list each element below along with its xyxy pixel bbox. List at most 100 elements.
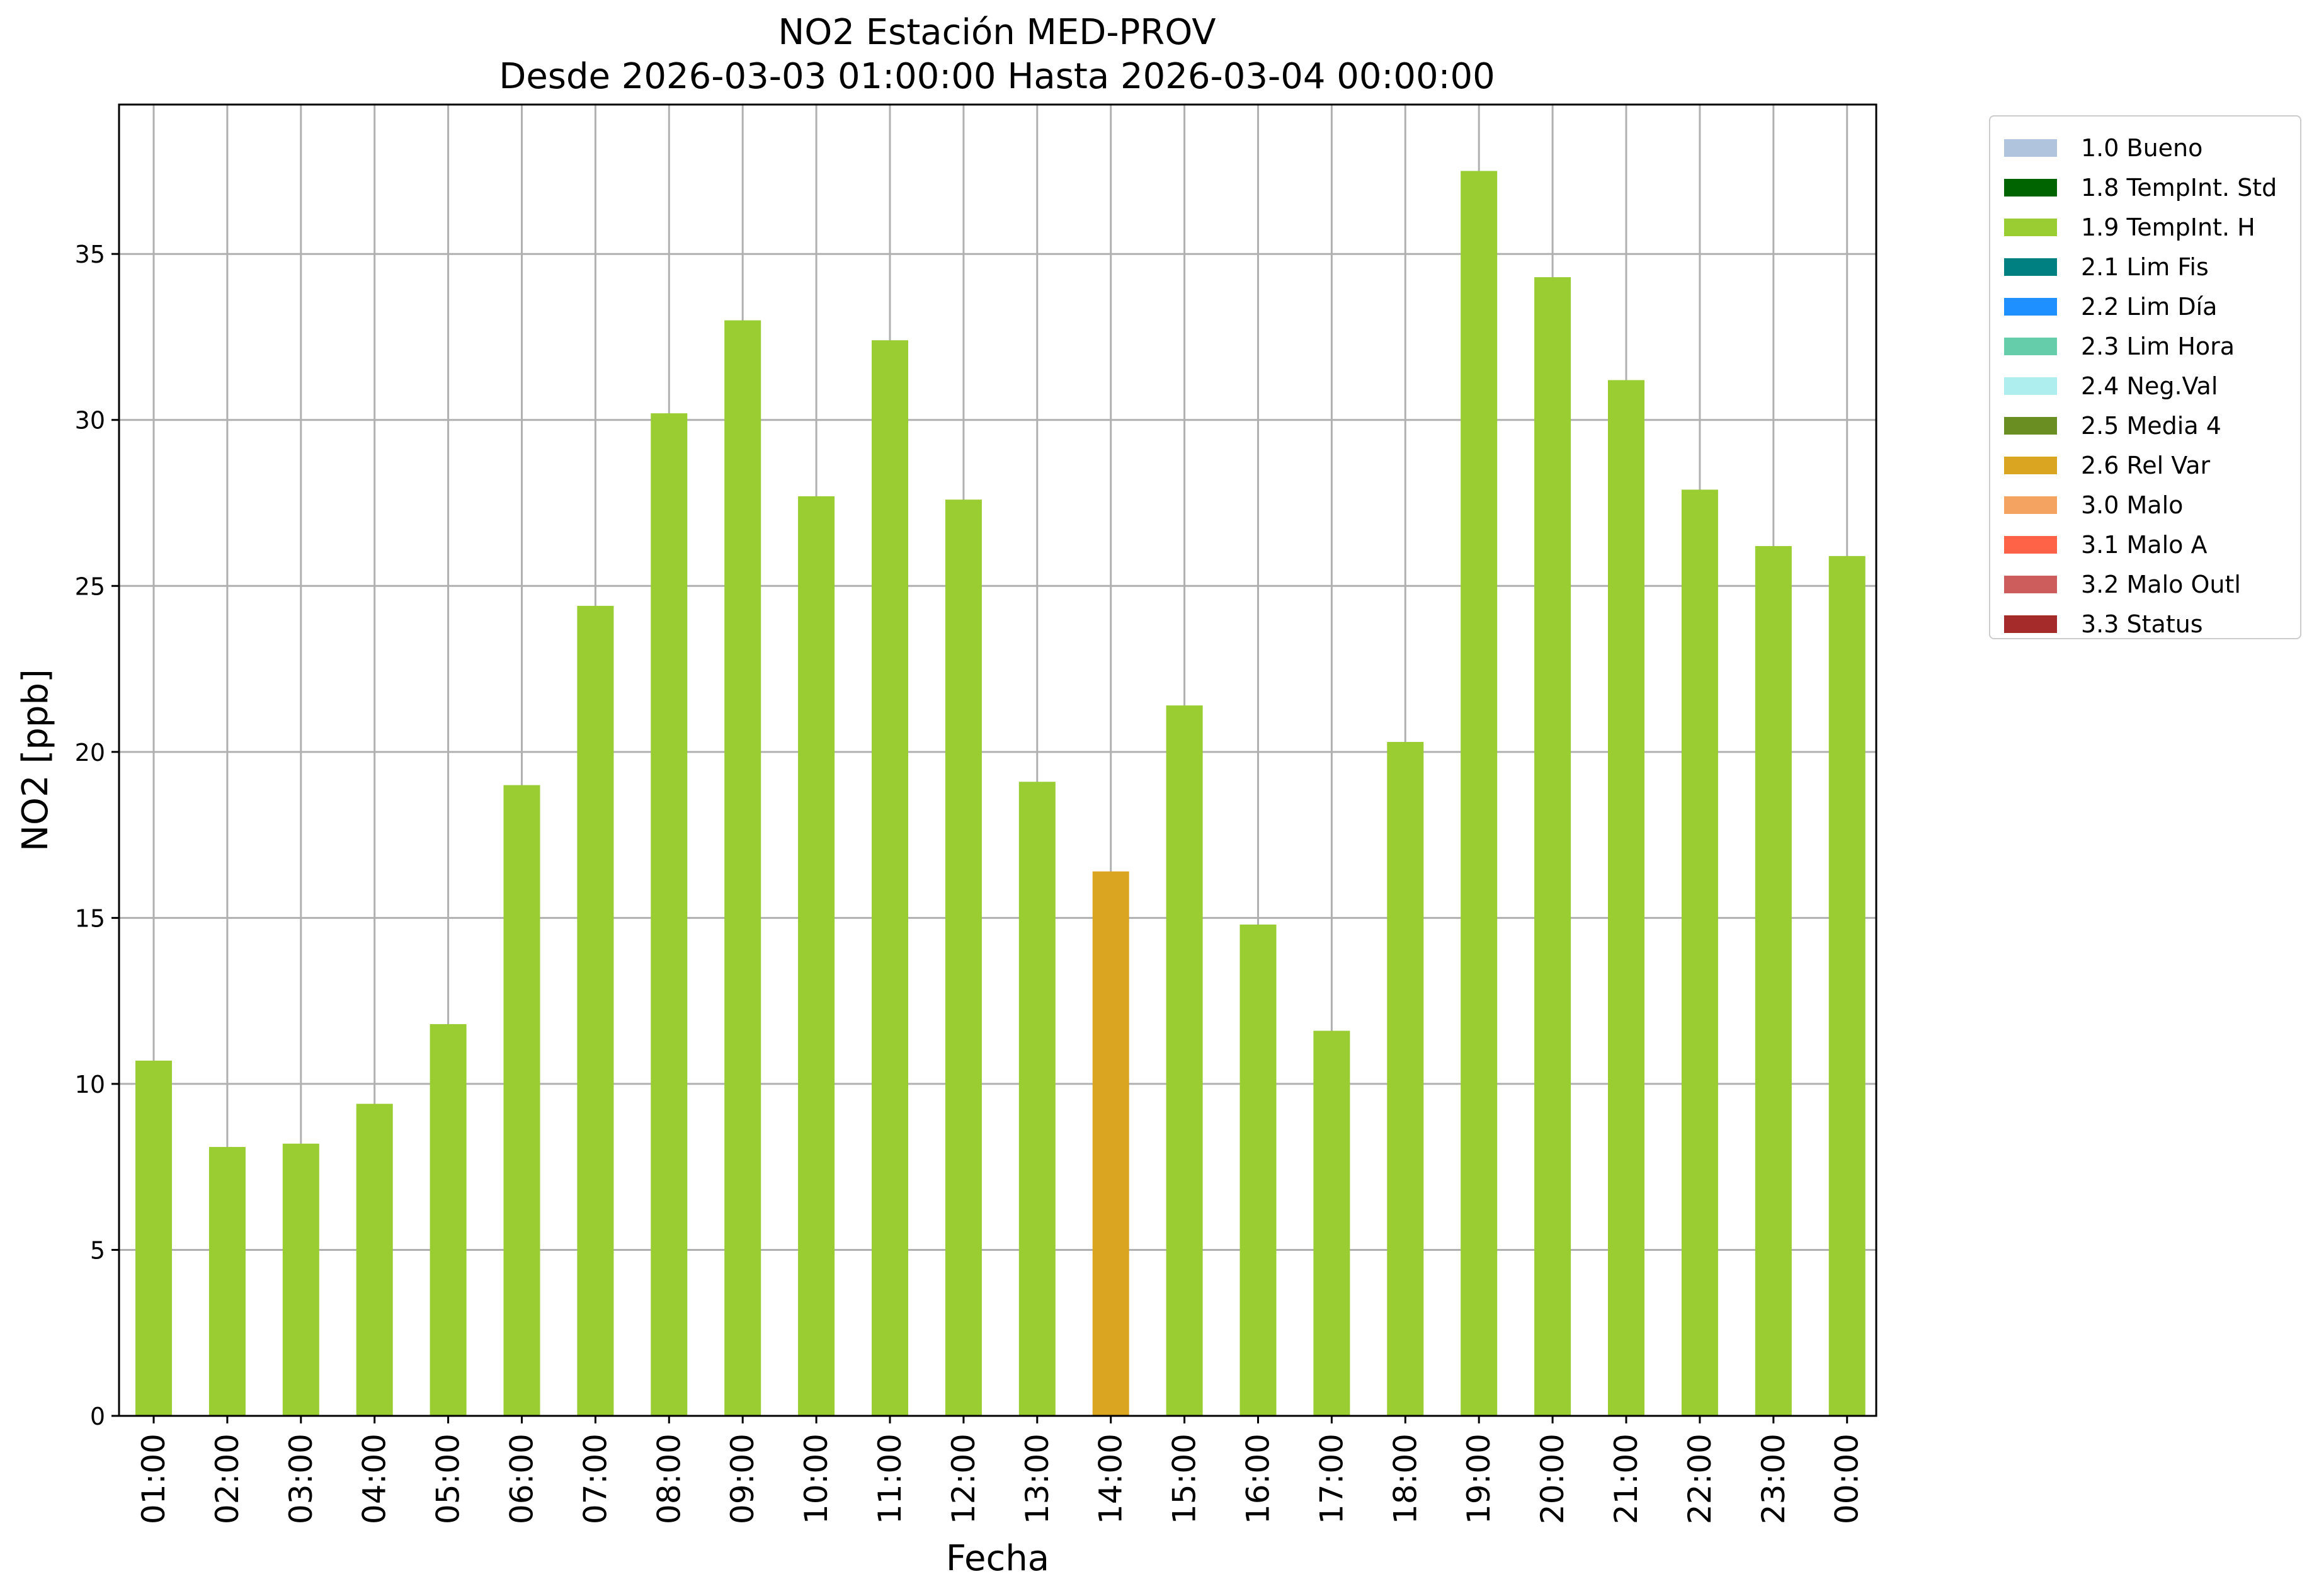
bar-1700 <box>1313 1030 1350 1416</box>
legend-item: 3.3 Status <box>1998 604 2300 644</box>
bar-1000 <box>798 496 835 1416</box>
x-tick-label: 11:00 <box>872 1434 908 1524</box>
legend-label: 2.4 Neg.Val <box>2081 372 2218 400</box>
bar-2100 <box>1608 380 1644 1416</box>
legend-item: 2.1 Lim Fis <box>1998 247 2300 287</box>
bar-0400 <box>356 1103 393 1416</box>
y-tick-label: 0 <box>90 1403 105 1430</box>
legend-item: 3.0 Malo <box>1998 485 2300 525</box>
x-tick-label: 05:00 <box>430 1434 467 1524</box>
legend-label: 1.8 TempInt. Std <box>2081 173 2277 202</box>
x-tick-label: 16:00 <box>1240 1434 1277 1524</box>
plot-frame <box>118 103 1877 1417</box>
legend-label: 2.3 Lim Hora <box>2081 332 2235 360</box>
bar-0100 <box>135 1061 172 1416</box>
bar-2300 <box>1755 546 1792 1416</box>
bar-1600 <box>1239 924 1277 1416</box>
x-tick-label: 22:00 <box>1682 1434 1718 1524</box>
x-tick-label: 12:00 <box>945 1434 982 1524</box>
chart-title: NO2 Estación MED-PROV <box>778 12 1216 53</box>
y-tick-label: 5 <box>90 1236 105 1264</box>
bar-0500 <box>430 1024 467 1416</box>
legend-swatch <box>2004 377 2057 395</box>
bar-0600 <box>503 785 540 1416</box>
y-tick-label: 30 <box>75 407 105 435</box>
legend-swatch <box>2004 297 2057 316</box>
legend: 1.0 Bueno 1.8 TempInt. Std 1.9 TempInt. H 2… <box>1989 115 2301 639</box>
bar-1200 <box>945 499 982 1416</box>
legend-item: 3.2 Malo Outl <box>1998 564 2300 604</box>
legend-label: 3.0 Malo <box>2081 491 2184 519</box>
x-tick-label: 00:00 <box>1829 1434 1866 1524</box>
x-tick-label: 07:00 <box>577 1434 613 1524</box>
legend-label: 1.9 TempInt. H <box>2081 213 2255 241</box>
legend-swatch <box>2004 615 2057 633</box>
legend-label: 3.2 Malo Outl <box>2081 570 2241 598</box>
bar-0800 <box>651 413 688 1416</box>
x-tick-label: 20:00 <box>1534 1434 1571 1524</box>
legend-swatch <box>2004 496 2057 514</box>
x-tick-label: 02:00 <box>209 1434 246 1524</box>
bar-1800 <box>1387 742 1424 1416</box>
x-axis-label: Fecha <box>946 1538 1049 1579</box>
bar-1900 <box>1461 171 1498 1416</box>
y-tick-label: 25 <box>75 573 105 600</box>
legend-item: 2.2 Lim Día <box>1998 287 2300 326</box>
legend-swatch <box>2004 456 2057 474</box>
legend-item: 2.3 Lim Hora <box>1998 326 2300 366</box>
legend-label: 3.1 Malo A <box>2081 530 2208 559</box>
x-tick-label: 08:00 <box>651 1434 687 1524</box>
legend-swatch <box>2004 178 2057 197</box>
legend-label: 2.5 Media 4 <box>2081 411 2221 440</box>
x-tick-label: 09:00 <box>724 1434 761 1524</box>
legend-label: 2.1 Lim Fis <box>2081 253 2209 281</box>
bars <box>135 171 1866 1416</box>
y-axis-label: NO2 [ppb] <box>15 669 56 852</box>
legend-item: 1.8 TempInt. Std <box>1998 168 2300 207</box>
bar-1300 <box>1018 782 1056 1416</box>
legend-item: 2.4 Neg.Val <box>1998 366 2300 406</box>
bar-0900 <box>724 320 761 1416</box>
legend-item: 2.5 Media 4 <box>1998 406 2300 445</box>
x-tick-label: 13:00 <box>1019 1434 1056 1524</box>
legend-swatch <box>2004 258 2057 276</box>
bar-1100 <box>872 340 908 1416</box>
legend-swatch <box>2004 218 2057 236</box>
x-tick-label: 03:00 <box>283 1434 319 1524</box>
legend-item: 3.1 Malo A <box>1998 525 2300 564</box>
y-tick-label: 15 <box>75 904 105 932</box>
x-tick-label: 06:00 <box>504 1434 540 1524</box>
legend-label: 2.2 Lim Día <box>2081 292 2218 321</box>
chart-subtitle: Desde 2026-03-03 01:00:00 Hasta 2026-03-… <box>499 56 1495 97</box>
legend-swatch <box>2004 337 2057 355</box>
bar-2000 <box>1534 277 1571 1416</box>
legend-item: 1.0 Bueno <box>1998 128 2300 168</box>
legend-label: 2.6 Rel Var <box>2081 451 2211 479</box>
y-tick-label: 35 <box>75 241 105 268</box>
legend-item: 2.6 Rel Var <box>1998 445 2300 485</box>
bar-0700 <box>577 605 614 1416</box>
x-tick-label: 14:00 <box>1093 1434 1129 1524</box>
legend-label: 1.0 Bueno <box>2081 134 2203 162</box>
bar-0300 <box>282 1143 319 1416</box>
legend-swatch <box>2004 139 2057 157</box>
legend-swatch <box>2004 535 2057 554</box>
bar-1400 <box>1092 871 1129 1416</box>
x-tick-label: 17:00 <box>1313 1434 1350 1524</box>
bar-0000 <box>1828 556 1866 1416</box>
y-tick-label: 10 <box>75 1071 105 1098</box>
y-tick-label: 20 <box>75 739 105 767</box>
bar-2200 <box>1681 489 1718 1416</box>
legend-item: 1.9 TempInt. H <box>1998 207 2300 247</box>
x-tick-label: 21:00 <box>1608 1434 1644 1524</box>
x-tick-label: 10:00 <box>798 1434 835 1524</box>
x-axis-ticks: 01:00 02:00 03:00 04:00 05:00 06:00 07:00 08:00… <box>135 1416 1866 1524</box>
x-tick-label: 01:00 <box>135 1434 172 1524</box>
y-axis-ticks: 0 5 10 15 20 25 30 35 <box>75 241 119 1430</box>
x-tick-label: 15:00 <box>1166 1434 1203 1524</box>
legend-swatch <box>2004 416 2057 435</box>
x-tick-label: 04:00 <box>356 1434 393 1524</box>
bar-1500 <box>1166 705 1203 1416</box>
bar-0200 <box>208 1147 246 1416</box>
